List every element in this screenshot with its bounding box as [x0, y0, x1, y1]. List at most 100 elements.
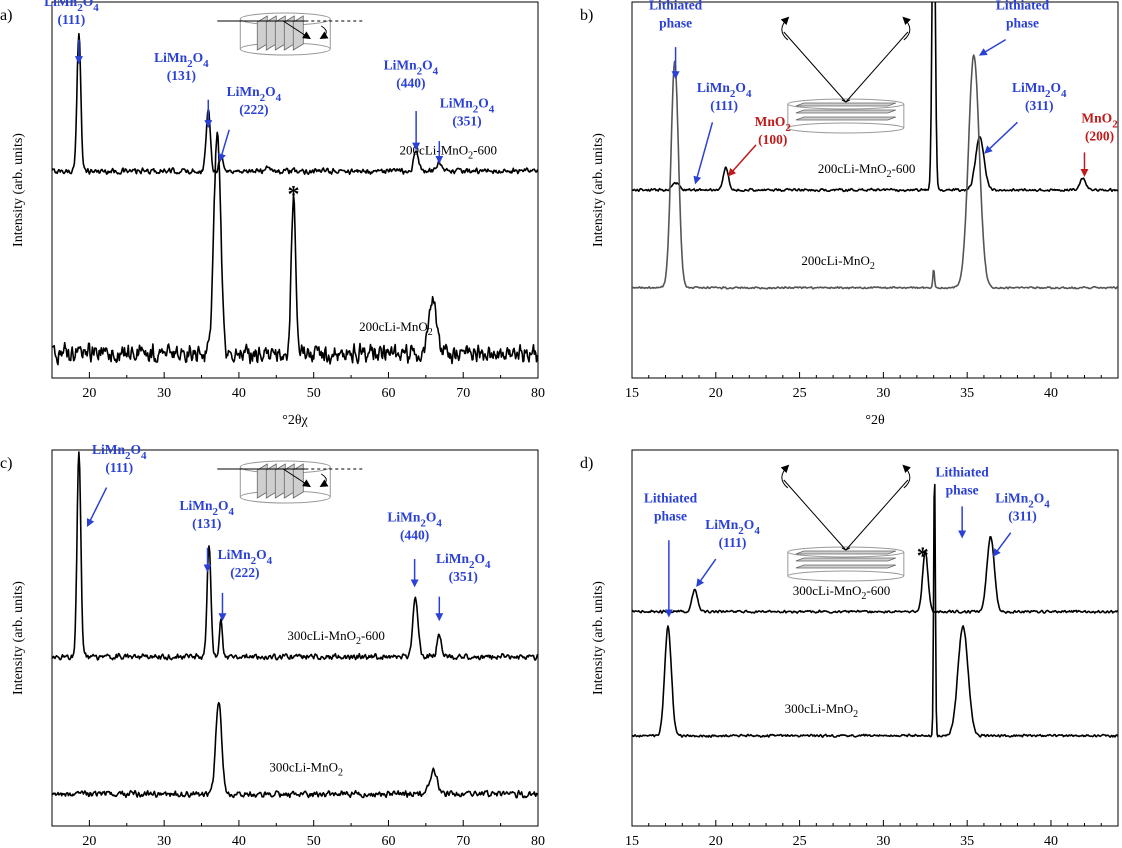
peak-formula: LiMn2O4 — [995, 491, 1050, 511]
series-label: 300cLi-MnO2-600 — [793, 583, 890, 602]
peak-hkl: (311) — [1025, 98, 1054, 113]
y-axis-title: Intensity (arb. units) — [11, 581, 26, 695]
peak-annotation: MnO2(200) — [1080, 110, 1118, 177]
x-tick-label: 50 — [307, 386, 321, 401]
peak-annotation: LiMn2O4(111) — [86, 442, 147, 527]
series-line-0 — [52, 32, 538, 176]
peak-hkl: (351) — [449, 569, 478, 584]
panel-letter: c) — [0, 455, 12, 472]
peak-annotation: Lithiated phase — [649, 0, 703, 80]
annotation-arrow — [984, 121, 1018, 154]
x-tick-label: 25 — [793, 834, 807, 848]
peak-annotation: Lithiated phase — [644, 491, 698, 618]
peak-hkl: (131) — [167, 68, 196, 83]
annotation-arrow — [693, 122, 714, 185]
peak-formula: LiMn2O4 — [440, 95, 495, 115]
peak-annotation: LiMn2O4(111) — [44, 0, 99, 65]
peak-formula: LiMn2O4 — [44, 0, 99, 14]
peak-hkl: (440) — [396, 76, 425, 91]
peak-hkl: (111) — [58, 12, 86, 27]
phase-label: Lithiated — [644, 491, 698, 506]
x-tick-label: 50 — [307, 834, 321, 848]
series-line-1 — [52, 701, 538, 799]
peak-annotation: LiMn2O4(222) — [218, 547, 273, 622]
peak-hkl: (222) — [230, 565, 259, 580]
peak-formula: MnO2 — [1081, 110, 1118, 130]
x-tick-label: 60 — [381, 386, 395, 401]
y-axis-title: Intensity (arb. units) — [11, 133, 26, 247]
series-label: 300cLi-MnO2 — [269, 759, 343, 778]
peak-annotation: LiMn2O4(311) — [992, 491, 1050, 557]
plot-frame — [51, 1, 539, 379]
peak-formula: LiMn2O4 — [227, 84, 282, 104]
geometry-inset — [217, 12, 364, 56]
annotation-arrow — [86, 487, 108, 527]
x-tick-label: 20 — [82, 834, 96, 848]
peak-annotation: MnO2(100) — [727, 114, 791, 177]
peak-hkl: (351) — [452, 113, 481, 128]
phase-label: phase — [654, 509, 687, 524]
series-line-0 — [632, 2, 1118, 193]
x-tick-label: 25 — [793, 386, 807, 401]
peak-hkl: (200) — [1085, 128, 1114, 143]
annotation-arrow — [992, 532, 1012, 557]
peak-annotation: LiMn2O4(311) — [984, 80, 1067, 154]
peak-formula: LiMn2O4 — [1012, 80, 1067, 100]
plot-frame — [631, 449, 1119, 827]
peak-hkl: (111) — [719, 535, 747, 550]
x-tick-label: 20 — [82, 386, 96, 401]
x-tick-label: 80 — [531, 386, 545, 401]
x-tick-label: 40 — [1044, 386, 1058, 401]
x-tick-label: 40 — [1044, 834, 1058, 848]
annotation-arrow — [727, 144, 757, 177]
phase-label: Lithiated — [996, 0, 1050, 13]
panel-letter: d) — [580, 455, 593, 472]
x-tick-label: 60 — [381, 834, 395, 848]
peak-formula: LiMn2O4 — [218, 547, 273, 567]
plot-frame — [51, 449, 539, 827]
peak-formula: LiMn2O4 — [387, 509, 442, 529]
peak-annotation: Lithiated phase — [978, 0, 1050, 56]
x-tick-label: 70 — [456, 386, 470, 401]
peak-hkl: (222) — [239, 102, 268, 117]
panel-letter: a) — [0, 7, 12, 24]
peak-formula: LiMn2O4 — [180, 498, 235, 518]
series-line-0 — [632, 536, 1118, 614]
x-tick-label: 20 — [709, 834, 723, 848]
annotation-arrow — [218, 129, 230, 162]
peak-formula: LiMn2O4 — [384, 58, 439, 78]
peak-formula: LiMn2O4 — [705, 517, 760, 537]
asterisk-marker: * — [917, 544, 929, 570]
peak-annotation: LiMn2O4(440) — [384, 58, 439, 151]
x-tick-label: 40 — [232, 834, 246, 848]
peak-annotation: LiMn2O4(111) — [696, 517, 760, 587]
x-tick-label: 15 — [625, 386, 639, 401]
x-tick-label: 35 — [960, 386, 974, 401]
series-line-1 — [632, 483, 1118, 738]
panel-a: 20 30 40 50 60 70 80 °2θχ Intensity (arb. units)… — [0, 0, 545, 428]
phase-label: Lithiated — [649, 0, 703, 13]
x-tick-label: 20 — [709, 386, 723, 401]
panel-b: 15 20 25 30 35 40 °2θ Intensity (arb. units) b) 2… — [580, 0, 1119, 428]
series-label: 300cLi-MnO2-600 — [287, 628, 384, 647]
peak-formula: LiMn2O4 — [92, 442, 147, 462]
series-line-1 — [632, 54, 1118, 290]
peak-hkl: (111) — [710, 98, 738, 113]
peak-annotation: LiMn2O4(351) — [435, 551, 491, 622]
phase-label: phase — [946, 482, 979, 497]
x-tick-label: 70 — [456, 834, 470, 848]
peak-annotation: LiMn2O4(440) — [387, 509, 442, 588]
peak-formula: LiMn2O4 — [697, 80, 752, 100]
series-label: 200cLi-MnO2-600 — [818, 161, 915, 180]
peak-formula: LiMn2O4 — [436, 551, 491, 571]
panel-letter: b) — [580, 7, 593, 24]
peak-hkl: (100) — [758, 132, 787, 147]
y-axis-title: Intensity (arb. units) — [591, 133, 606, 247]
peak-annotation: LiMn2O4(111) — [693, 80, 752, 185]
geometry-inset — [217, 460, 364, 504]
series-line-0 — [52, 451, 538, 661]
x-tick-label: 30 — [157, 386, 171, 401]
